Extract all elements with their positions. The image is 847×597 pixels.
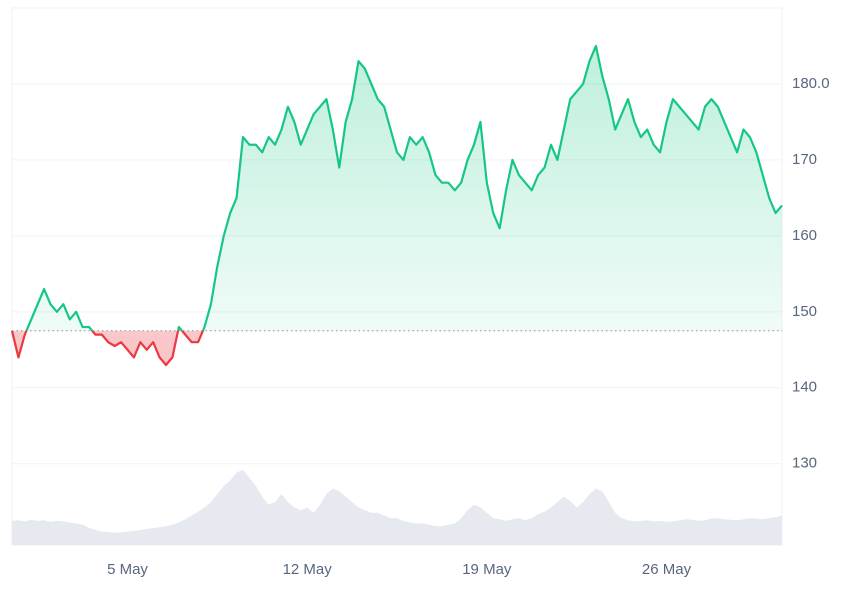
y-tick-label: 170 xyxy=(792,151,817,168)
price-line-up xyxy=(12,44,783,331)
y-tick-label: 180.0 xyxy=(792,75,830,92)
x-tick-label: 19 May xyxy=(462,561,512,578)
y-tick-label: 160 xyxy=(792,227,817,244)
price-line-down xyxy=(10,330,205,367)
volume-area xyxy=(12,469,782,545)
y-tick-label: 130 xyxy=(792,455,817,472)
x-tick-label: 26 May xyxy=(642,561,692,578)
area-down xyxy=(12,330,782,365)
x-tick-label: 12 May xyxy=(283,561,333,578)
area-up xyxy=(26,45,782,331)
y-tick-label: 140 xyxy=(792,379,817,396)
y-tick-label: 150 xyxy=(792,303,817,320)
x-tick-label: 5 May xyxy=(107,561,148,578)
